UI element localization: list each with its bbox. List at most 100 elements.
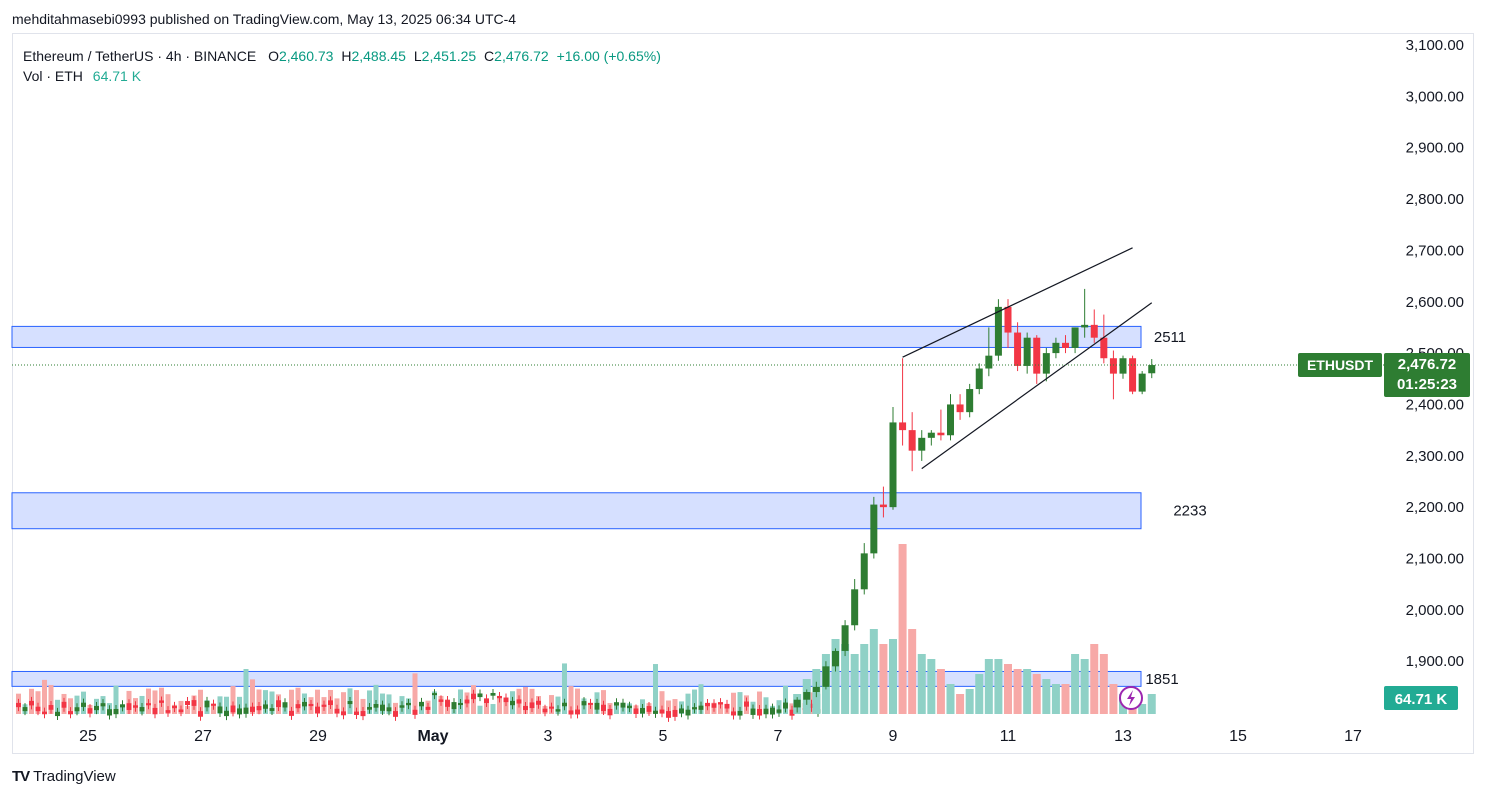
- symbol-tag-label: ETHUSDT: [1307, 357, 1374, 373]
- background-candle-body: [107, 709, 112, 716]
- background-candle-body: [191, 700, 197, 706]
- candle-body: [899, 422, 907, 431]
- background-candle-body: [620, 702, 626, 708]
- zone-label-2511: 2511: [1154, 329, 1186, 346]
- candle-body: [812, 686, 820, 693]
- background-candle-body: [146, 703, 151, 706]
- volume-bar: [1138, 704, 1147, 714]
- volume-bar: [984, 659, 993, 714]
- x-tick-label: 15: [1229, 728, 1247, 745]
- trendline-layer: [902, 247, 1153, 470]
- lightning-icon[interactable]: [1119, 686, 1143, 710]
- background-volume-bar: [360, 698, 366, 714]
- background-candle-body: [42, 711, 47, 715]
- background-candle-body: [94, 705, 99, 711]
- background-candle-body: [35, 706, 41, 712]
- candle-body: [1148, 365, 1156, 374]
- volume-bar: [898, 544, 907, 714]
- low-value: 2,451.25: [421, 48, 477, 64]
- background-candle-body: [87, 708, 93, 714]
- background-volume-bar: [185, 705, 190, 714]
- background-candle-body: [217, 706, 223, 714]
- price-axis: 3,100.00 3,000.00 2,900.00 2,800.00 2,700.00…: [1406, 37, 1464, 670]
- background-candle-body: [685, 709, 691, 716]
- background-candle-body: [250, 706, 255, 712]
- background-volume-bar: [718, 703, 723, 714]
- background-candle-body: [81, 702, 86, 707]
- background-candle-body: [477, 693, 483, 698]
- background-volume-bar: [224, 696, 229, 714]
- candle-body: [985, 355, 993, 369]
- background-candle-body: [185, 701, 190, 706]
- x-tick-label: 13: [1114, 728, 1132, 745]
- background-candle-layer: [16, 688, 821, 722]
- background-candle-body: [354, 711, 359, 715]
- background-volume-bar: [48, 684, 54, 714]
- background-candle-body: [451, 702, 457, 710]
- background-candle-body: [412, 709, 418, 715]
- candle-body: [860, 553, 868, 590]
- x-tick-label: 3: [544, 728, 553, 745]
- candle-body: [908, 430, 916, 451]
- volume-bar: [1042, 679, 1051, 714]
- background-candle-body: [237, 708, 242, 715]
- y-tick-label: 2,200.00: [1406, 499, 1464, 516]
- x-tick-label: 5: [659, 728, 668, 745]
- volume-bar: [936, 669, 945, 714]
- candle-body: [822, 666, 830, 687]
- volume-bar: [994, 659, 1003, 714]
- background-volume-bar: [256, 689, 262, 714]
- candle-body: [1119, 358, 1127, 374]
- candle-body: [1109, 358, 1117, 374]
- y-tick-label: 2,100.00: [1406, 551, 1464, 568]
- background-candle-body: [74, 707, 80, 712]
- background-volume-bar: [497, 698, 502, 714]
- background-volume-bar: [55, 699, 60, 714]
- volume-bar: [946, 684, 955, 714]
- background-candle-body: [692, 707, 697, 710]
- background-candle-body: [601, 704, 606, 711]
- background-volume-bar: [367, 690, 372, 714]
- y-tick-label: 2,000.00: [1406, 602, 1464, 619]
- background-volume-bar: [198, 689, 203, 714]
- background-volume-bar: [165, 694, 171, 714]
- low-label: L: [413, 48, 422, 64]
- last-price-label: 2,476.72: [1398, 356, 1456, 373]
- background-candle-body: [22, 707, 28, 712]
- x-tick-label: 25: [79, 728, 97, 745]
- background-candle-body: [29, 700, 34, 706]
- background-candle-body: [68, 711, 73, 715]
- candle-body: [803, 692, 811, 700]
- background-candle-body: [659, 709, 665, 714]
- candle-body: [994, 306, 1002, 356]
- volume-bar: [908, 629, 917, 714]
- zone-2511: [11, 325, 1142, 348]
- background-volume-bar: [35, 691, 41, 714]
- background-candle-body: [243, 707, 249, 714]
- background-candle-body: [406, 702, 411, 706]
- background-candle-body: [568, 710, 574, 715]
- background-volume-bar: [562, 663, 567, 714]
- zone-label-2233: 2233: [1173, 503, 1206, 520]
- background-candle-body: [432, 693, 437, 696]
- symbol-description: Ethereum / TetherUS · 4h · BINANCE: [23, 48, 257, 64]
- background-volume-bar: [653, 664, 658, 714]
- footer-brand[interactable]: TV TradingView: [12, 768, 116, 785]
- candle-body: [1052, 342, 1060, 354]
- background-candle-body: [542, 708, 548, 713]
- background-candle-body: [737, 710, 743, 716]
- volume-label: Vol · ETH: [23, 68, 83, 84]
- chart-frame[interactable]: [12, 33, 1474, 754]
- background-candle-body: [328, 700, 333, 706]
- background-volume-bar: [412, 673, 418, 714]
- background-candle-body: [445, 700, 450, 707]
- background-candle-body: [302, 701, 307, 707]
- candle-body: [937, 432, 945, 436]
- background-volume-bar: [477, 705, 483, 714]
- background-candle-body: [386, 707, 392, 712]
- background-volume-bar: [575, 688, 580, 714]
- background-candle-body: [315, 706, 320, 714]
- open-label: O: [268, 48, 279, 64]
- background-candle-body: [783, 702, 788, 709]
